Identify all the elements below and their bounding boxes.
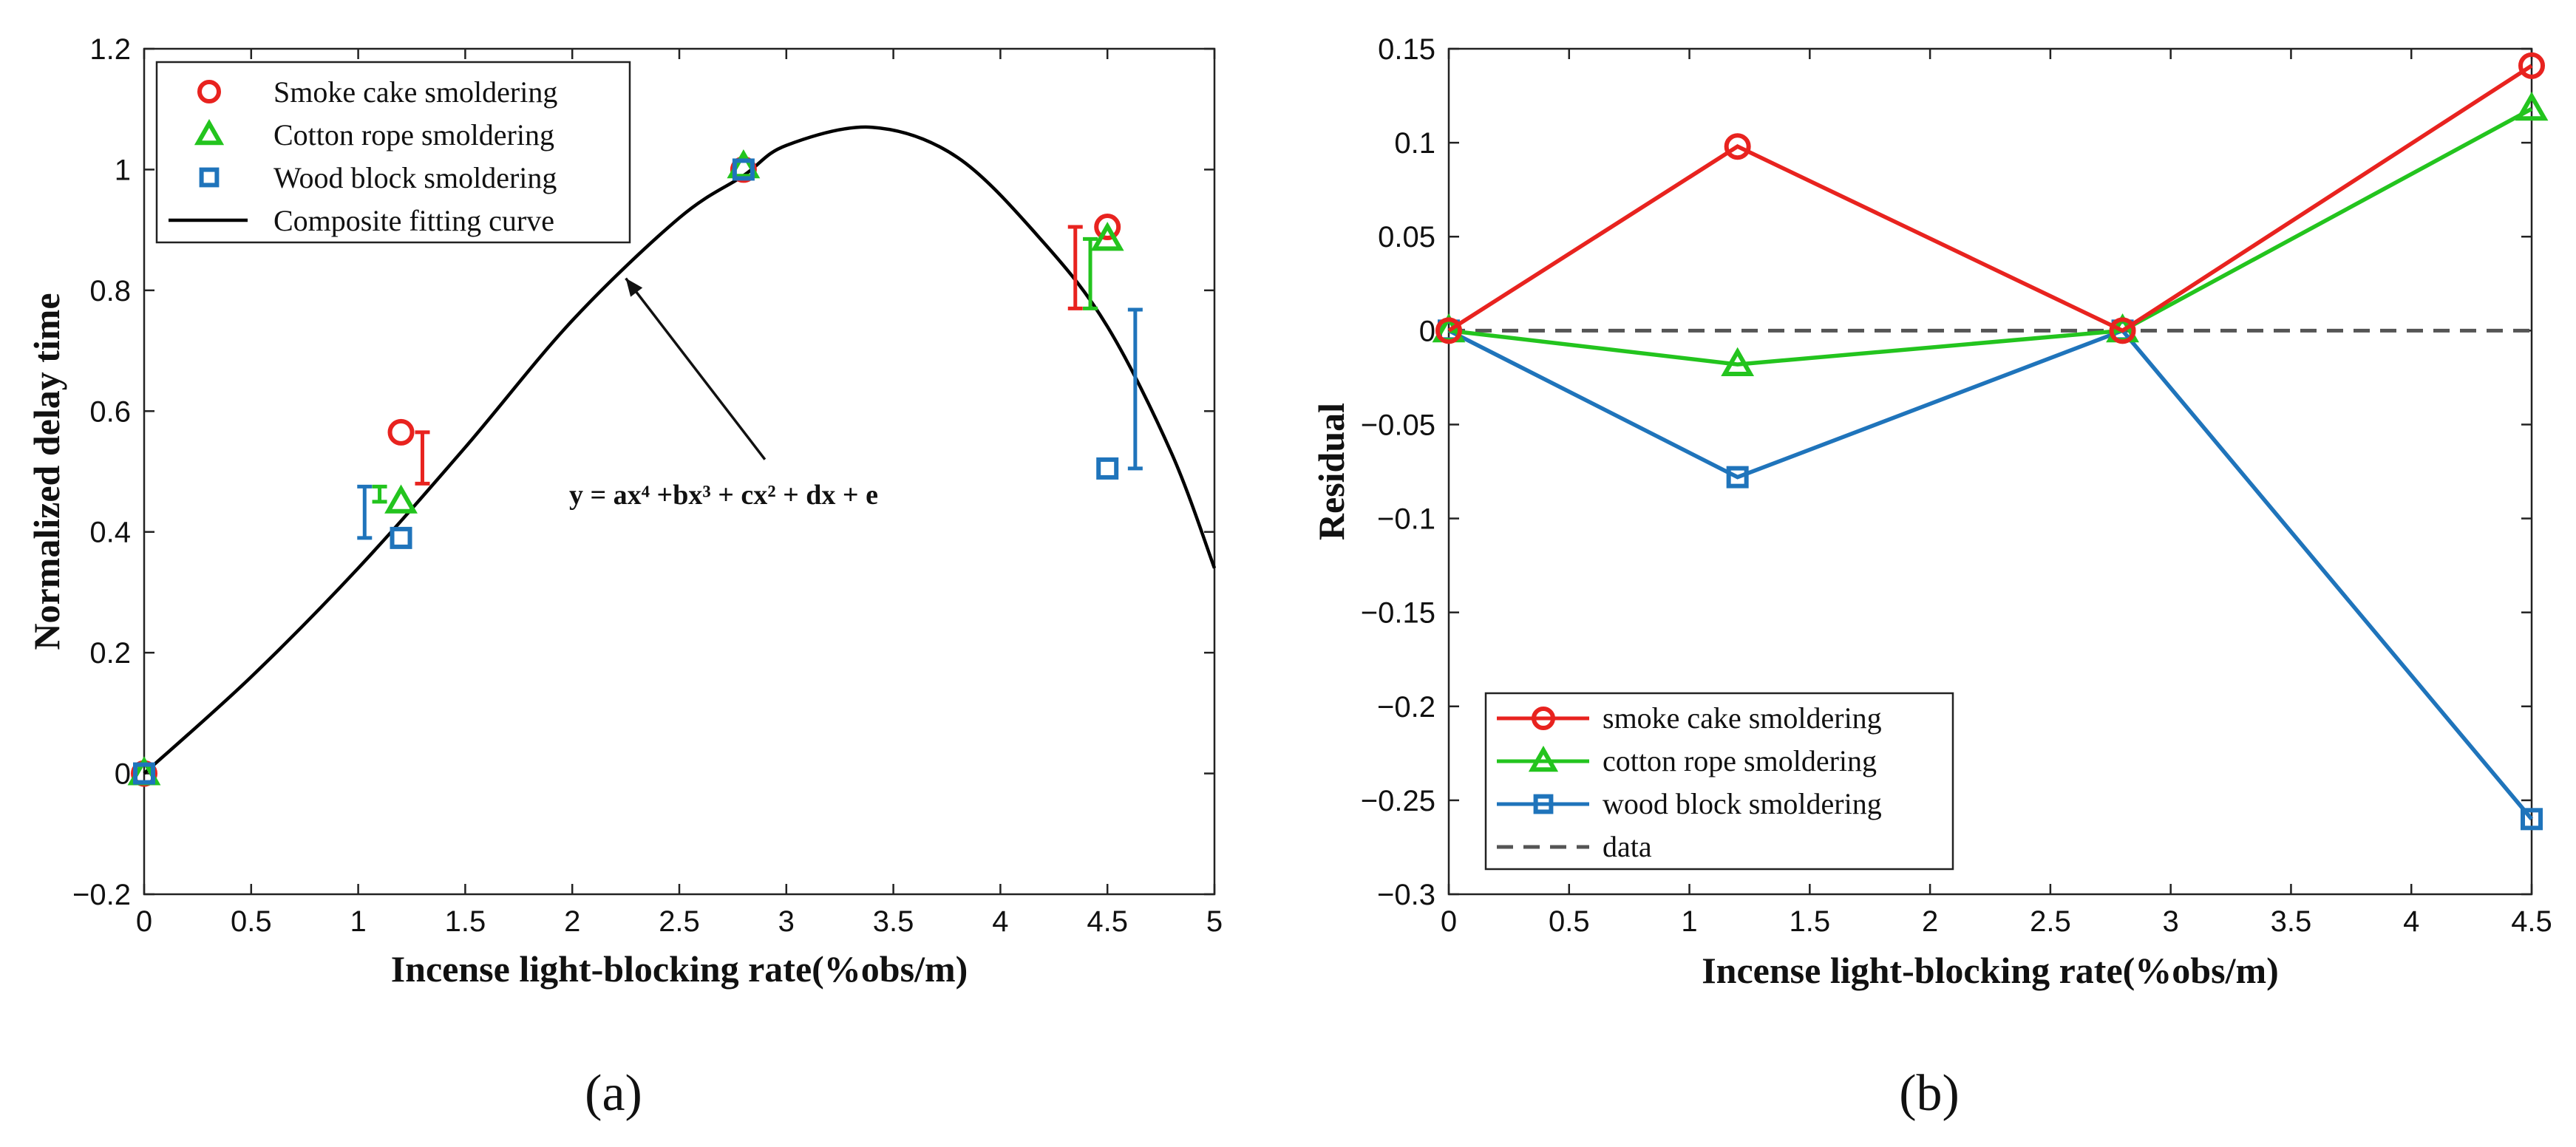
- data-point: [384, 484, 418, 514]
- x-tick-label: 4.5: [2511, 905, 2552, 938]
- data-point: [1724, 133, 1751, 160]
- data-point: [133, 762, 155, 785]
- y-tick-label: 0.4: [89, 517, 131, 549]
- data-point: [727, 149, 761, 179]
- x-tick-label: 4.5: [1087, 905, 1128, 938]
- y-tick-label: 0.6: [89, 395, 131, 428]
- annotation-arrow: [625, 277, 767, 460]
- y-tick-label: 0: [1419, 315, 1435, 347]
- x-axis-label: Incense light-blocking rate(%obs/m): [391, 948, 968, 990]
- legend-label: data: [1603, 830, 1652, 863]
- legend-label: Composite fitting curve: [273, 204, 554, 237]
- x-tick-label: 0: [136, 905, 152, 938]
- y-tick-label: 0.05: [1378, 221, 1435, 253]
- y-tick-label: −0.1: [1377, 503, 1435, 536]
- x-tick-label: 3: [778, 905, 795, 938]
- series-line: [1447, 64, 2533, 333]
- y-tick-label: 1.2: [89, 33, 131, 66]
- y-tick-label: 0.15: [1378, 33, 1435, 66]
- legend-box: [1484, 692, 1954, 871]
- y-tick-label: −0.2: [1377, 691, 1435, 724]
- y-tick-label: −0.2: [72, 879, 131, 911]
- chart-b: 0 0.5 1 1.5 2 2.5 3 3.5 4 4.5 −0.3 −0.25 −0.2 −0.15 −0…: [1311, 33, 2552, 1122]
- data-point: [2521, 808, 2543, 831]
- x-tick-label: 0: [1441, 905, 1457, 938]
- legend-label: wood block smoldering: [1603, 787, 1882, 820]
- legend-label: Cotton rope smoldering: [273, 118, 554, 152]
- legend-label: Wood block smoldering: [273, 161, 557, 194]
- legend: Smoke cake smoldering Cotton rope smolder…: [155, 61, 631, 244]
- x-tick-label: 1: [1681, 905, 1697, 938]
- data-point: [2109, 317, 2136, 344]
- x-tick-label: 2: [564, 905, 580, 938]
- y-tick-label: 0.1: [1394, 127, 1435, 160]
- legend-label: smoke cake smoldering: [1603, 701, 1882, 735]
- y-tick-label: 0: [115, 758, 131, 791]
- y-tick-label: −0.15: [1361, 597, 1435, 630]
- x-tick-label: 0.5: [231, 905, 272, 938]
- panel-label-b: (b): [1899, 1065, 1960, 1122]
- x-axis-label: Incense light-blocking rate(%obs/m): [1702, 950, 2279, 991]
- data-point: [2518, 52, 2545, 79]
- chart-a: 0 0.5 1 1.5 2 2.5 3 3.5 4 4.5 5−0.200.20.40.60.811…: [26, 33, 1223, 1122]
- x-tick-label: 1: [350, 905, 366, 938]
- legend-marker: [199, 167, 220, 188]
- legend-label: Smoke cake smoldering: [273, 75, 557, 109]
- x-tick-label: 2: [1922, 905, 1938, 938]
- y-tick-label: −0.3: [1377, 879, 1435, 911]
- x-tick-label: 3.5: [873, 905, 914, 938]
- y-axis-label: Normalized delay time: [26, 293, 67, 650]
- y-tick-label: −0.25: [1361, 785, 1435, 817]
- y-tick-label: 1: [115, 154, 131, 186]
- data-point: [1090, 222, 1124, 251]
- x-tick-label: 3.5: [2271, 905, 2312, 938]
- legend-marker: [197, 80, 221, 103]
- panel-label-a: (a): [585, 1065, 642, 1122]
- y-tick-label: −0.05: [1361, 409, 1435, 441]
- y-tick-label: 0.2: [89, 637, 131, 670]
- data-point: [1096, 457, 1119, 480]
- legend-box: [155, 61, 631, 244]
- legend-label: cotton rope smoldering: [1603, 744, 1877, 777]
- data-point: [1726, 466, 1749, 489]
- x-tick-label: 4: [992, 905, 1008, 938]
- x-tick-label: 5: [1206, 905, 1223, 938]
- legend-marker: [1532, 707, 1555, 730]
- x-tick-label: 0.5: [1549, 905, 1590, 938]
- data-point: [732, 158, 755, 181]
- x-tick-label: 4: [2403, 905, 2419, 938]
- series-line: [1448, 106, 2533, 367]
- series-line: [1447, 328, 2534, 821]
- x-tick-label: 1.5: [445, 905, 486, 938]
- data-point: [2515, 92, 2549, 121]
- x-tick-label: 2.5: [659, 905, 700, 938]
- data-point: [1721, 347, 1755, 377]
- x-tick-label: 2.5: [2030, 905, 2071, 938]
- data-point: [387, 418, 415, 446]
- legend: smoke cake smoldering cotton rope smolder…: [1484, 692, 1954, 871]
- legend-marker: [1533, 794, 1554, 814]
- legend-marker: [194, 119, 225, 146]
- y-tick-label: 0.8: [89, 275, 131, 307]
- x-tick-label: 3: [2163, 905, 2179, 938]
- x-tick-label: 1.5: [1790, 905, 1831, 938]
- data-point: [390, 526, 412, 549]
- annotation-equation: y = ax⁴ +bx³ + cx² + dx + e: [569, 480, 878, 511]
- data-point: [1435, 317, 1462, 344]
- annotation-arrowhead: [625, 278, 643, 297]
- data-point: [1094, 214, 1121, 241]
- legend-marker: [1528, 746, 1559, 772]
- y-axis-label: Residual: [1311, 403, 1352, 540]
